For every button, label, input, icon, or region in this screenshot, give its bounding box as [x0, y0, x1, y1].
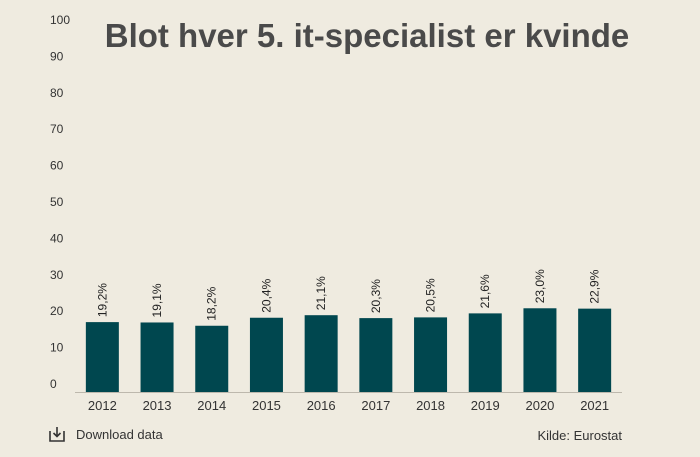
x-axis: 2012 2013 2014 2015 2016 2017 2018 2019 2020 2021	[88, 398, 609, 413]
bar-data-label: 19,2%	[95, 283, 109, 317]
bar	[578, 308, 612, 392]
x-tick-label: 2016	[307, 398, 336, 413]
x-tick-label: 2013	[143, 398, 172, 413]
y-tick-label: 70	[50, 122, 64, 136]
source-label: Kilde: Eurostat	[537, 428, 622, 443]
y-tick-label: 10	[50, 341, 64, 355]
x-tick-label: 2018	[416, 398, 445, 413]
bar	[359, 318, 393, 392]
chart-title: Blot hver 5. it-specialist er kvinde	[105, 17, 630, 54]
bars: 19,2% 19,1% 18,2% 20,4% 21,1% 20,3% 20,5% 21,6%…	[85, 269, 612, 392]
download-data-button[interactable]: Download data	[48, 425, 163, 443]
bar	[195, 325, 229, 392]
y-tick-label: 50	[50, 195, 64, 209]
bar-data-label: 20,3%	[369, 279, 383, 313]
bar-data-label: 21,1%	[314, 276, 328, 310]
x-tick-label: 2019	[471, 398, 500, 413]
download-icon	[48, 425, 66, 443]
bar	[414, 317, 448, 392]
y-tick-label: 100	[50, 13, 70, 27]
y-tick-label: 40	[50, 231, 64, 245]
y-tick-label: 80	[50, 86, 64, 100]
x-tick-label: 2020	[525, 398, 554, 413]
bar	[85, 322, 119, 392]
bar-data-label: 19,1%	[150, 283, 164, 317]
y-tick-label: 60	[50, 159, 64, 173]
bar-data-label: 20,4%	[259, 278, 273, 312]
bar-data-label: 18,2%	[205, 286, 219, 320]
bar-data-label: 23,0%	[533, 269, 547, 303]
y-tick-label: 90	[50, 49, 64, 63]
bar-data-label: 21,6%	[478, 274, 492, 308]
bar	[523, 308, 557, 392]
y-tick-label: 0	[50, 377, 57, 391]
bar	[249, 317, 283, 392]
x-tick-label: 2015	[252, 398, 281, 413]
y-axis: 0 10 20 30 40 50 60 70 80 90 100	[50, 13, 70, 391]
x-tick-label: 2014	[197, 398, 226, 413]
bar-data-label: 22,9%	[588, 269, 602, 303]
bar	[468, 313, 502, 392]
download-data-label: Download data	[76, 426, 163, 442]
x-tick-label: 2021	[580, 398, 609, 413]
bar-data-label: 20,5%	[424, 278, 438, 312]
y-tick-label: 20	[50, 304, 64, 318]
x-tick-label: 2017	[361, 398, 390, 413]
x-tick-label: 2012	[88, 398, 117, 413]
bar	[140, 322, 174, 392]
y-tick-label: 30	[50, 268, 64, 282]
bar	[304, 315, 338, 392]
